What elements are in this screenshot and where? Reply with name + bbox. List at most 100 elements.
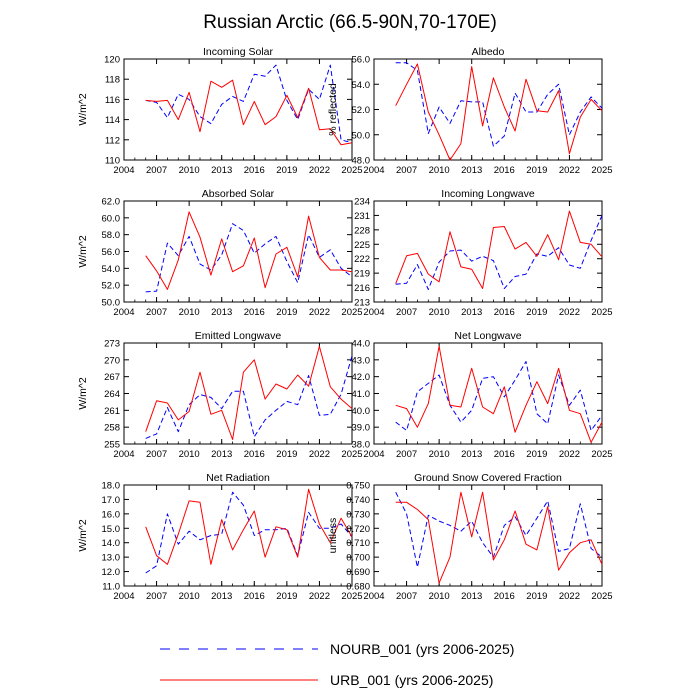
x-tick-label: 2013 <box>461 165 482 176</box>
y-tick-label: 213 <box>354 298 370 309</box>
x-tick-label: 2025 <box>591 165 612 176</box>
y-tick-label: 0.720 <box>346 524 370 535</box>
x-tick-label: 2010 <box>429 307 450 318</box>
series-line-nourb <box>145 355 353 439</box>
series-line-nourb <box>395 491 603 568</box>
x-tick-label: 2019 <box>276 591 297 602</box>
series-line-urb <box>145 488 353 565</box>
x-tick-label: 2019 <box>526 307 547 318</box>
x-tick-label: 2016 <box>494 591 515 602</box>
panel-ground-snow-covered-fraction: Ground Snow Covered Fraction unitless 2004… <box>327 472 613 602</box>
y-tick-label: 48.0 <box>352 156 371 167</box>
x-tick-label: 2007 <box>396 307 417 318</box>
y-tick-label: 38.0 <box>352 440 371 451</box>
y-tick-label: 0.700 <box>346 553 370 564</box>
y-axis-label: unitless <box>327 518 339 554</box>
x-tick-label: 2013 <box>461 591 482 602</box>
y-tick-label: 44.0 <box>352 339 371 350</box>
legend-label-urb: URB_001 (yrs 2006-2025) <box>330 672 493 688</box>
y-tick-label: 118 <box>105 75 120 86</box>
y-tick-label: 41.0 <box>352 389 371 400</box>
panel-albedo: Albedo % reflected 2004 2007 2010 2013 2016 201… <box>327 46 613 176</box>
y-tick-label: 56.0 <box>352 55 371 66</box>
y-tick-label: 43.0 <box>352 355 371 366</box>
panel-emitted-longwave: Emitted Longwave W/m^2 2004 2007 2010 2013 201… <box>77 330 363 460</box>
x-tick-label: 2013 <box>461 449 482 460</box>
y-tick-label: 13.0 <box>102 553 121 564</box>
x-tick-label: 2007 <box>146 307 167 318</box>
x-tick-label: 2004 <box>113 165 134 176</box>
panel-title: Absorbed Solar <box>202 188 275 200</box>
series-line-urb <box>145 79 353 146</box>
x-tick-label: 2016 <box>494 165 515 176</box>
y-tick-label: 50.0 <box>102 298 121 309</box>
series-line-nourb <box>145 64 353 144</box>
y-tick-label: 62.0 <box>102 197 121 208</box>
y-tick-label: 50.0 <box>352 130 371 141</box>
y-tick-label: 58.0 <box>102 230 121 241</box>
x-tick-label: 2010 <box>429 591 450 602</box>
series-line-urb <box>395 345 603 443</box>
y-axis-label: W/m^2 <box>77 235 89 268</box>
x-tick-label: 2010 <box>179 449 200 460</box>
x-tick-label: 2022 <box>559 449 580 460</box>
panel-title: Ground Snow Covered Fraction <box>414 472 562 484</box>
y-tick-label: 54.0 <box>352 80 371 91</box>
y-tick-label: 42.0 <box>352 372 371 383</box>
panel-title: Net Radiation <box>206 472 270 484</box>
y-tick-label: 11.0 <box>102 582 120 593</box>
x-tick-label: 2016 <box>244 307 265 318</box>
x-tick-label: 2019 <box>526 165 547 176</box>
x-tick-label: 2019 <box>526 591 547 602</box>
x-tick-label: 2013 <box>461 307 482 318</box>
y-tick-label: 114 <box>105 115 120 126</box>
y-tick-label: 16.0 <box>102 509 121 520</box>
x-tick-label: 2004 <box>363 165 384 176</box>
y-tick-label: 222 <box>354 254 370 265</box>
y-tick-label: 0.750 <box>346 481 370 492</box>
figure-title: Russian Arctic (66.5-90N,70-170E) <box>203 12 497 33</box>
y-tick-label: 234 <box>354 197 370 208</box>
series-line-urb <box>395 210 603 289</box>
x-tick-label: 2022 <box>309 591 330 602</box>
y-tick-label: 56.0 <box>102 247 121 258</box>
y-tick-label: 17.0 <box>102 495 121 506</box>
y-axis-label: W/m^2 <box>77 93 89 126</box>
x-tick-label: 2016 <box>244 591 265 602</box>
x-tick-label: 2013 <box>211 307 232 318</box>
y-tick-label: 270 <box>104 355 120 366</box>
x-tick-label: 2025 <box>591 591 612 602</box>
x-tick-label: 2010 <box>179 307 200 318</box>
y-tick-label: 231 <box>354 211 370 222</box>
x-tick-label: 2025 <box>591 449 612 460</box>
legend-entry-urb: URB_001 (yrs 2006-2025) <box>160 672 493 688</box>
panel-title: Emitted Longwave <box>195 330 282 342</box>
x-tick-label: 2007 <box>146 449 167 460</box>
y-tick-label: 267 <box>104 372 120 383</box>
y-tick-label: 228 <box>354 225 370 236</box>
x-tick-label: 2013 <box>211 165 232 176</box>
series-line-nourb <box>395 215 603 290</box>
legend: NOURB_001 (yrs 2006-2025) URB_001 (yrs 2… <box>160 641 514 688</box>
y-tick-label: 15.0 <box>102 524 121 535</box>
y-tick-label: 18.0 <box>102 481 121 492</box>
x-tick-label: 2004 <box>113 591 134 602</box>
panel-title: Albedo <box>472 46 505 58</box>
x-tick-label: 2022 <box>559 165 580 176</box>
x-tick-label: 2019 <box>276 165 297 176</box>
panel-title: Incoming Longwave <box>441 188 535 200</box>
x-tick-label: 2016 <box>494 449 515 460</box>
plot-frame <box>373 342 603 445</box>
x-tick-label: 2010 <box>429 449 450 460</box>
x-tick-label: 2025 <box>591 307 612 318</box>
legend-entry-nourb: NOURB_001 (yrs 2006-2025) <box>160 641 514 657</box>
series-line-nourb <box>395 361 603 431</box>
series-line-urb <box>145 345 353 440</box>
y-tick-label: 52.0 <box>102 281 121 292</box>
series-line-urb <box>145 211 353 290</box>
panel-absorbed-solar: Absorbed Solar W/m^2 2004 2007 2010 2013 2016 2… <box>77 188 363 318</box>
y-tick-label: 0.730 <box>346 509 370 520</box>
plot-frame <box>373 200 603 303</box>
y-axis-label: % reflected <box>327 83 339 136</box>
